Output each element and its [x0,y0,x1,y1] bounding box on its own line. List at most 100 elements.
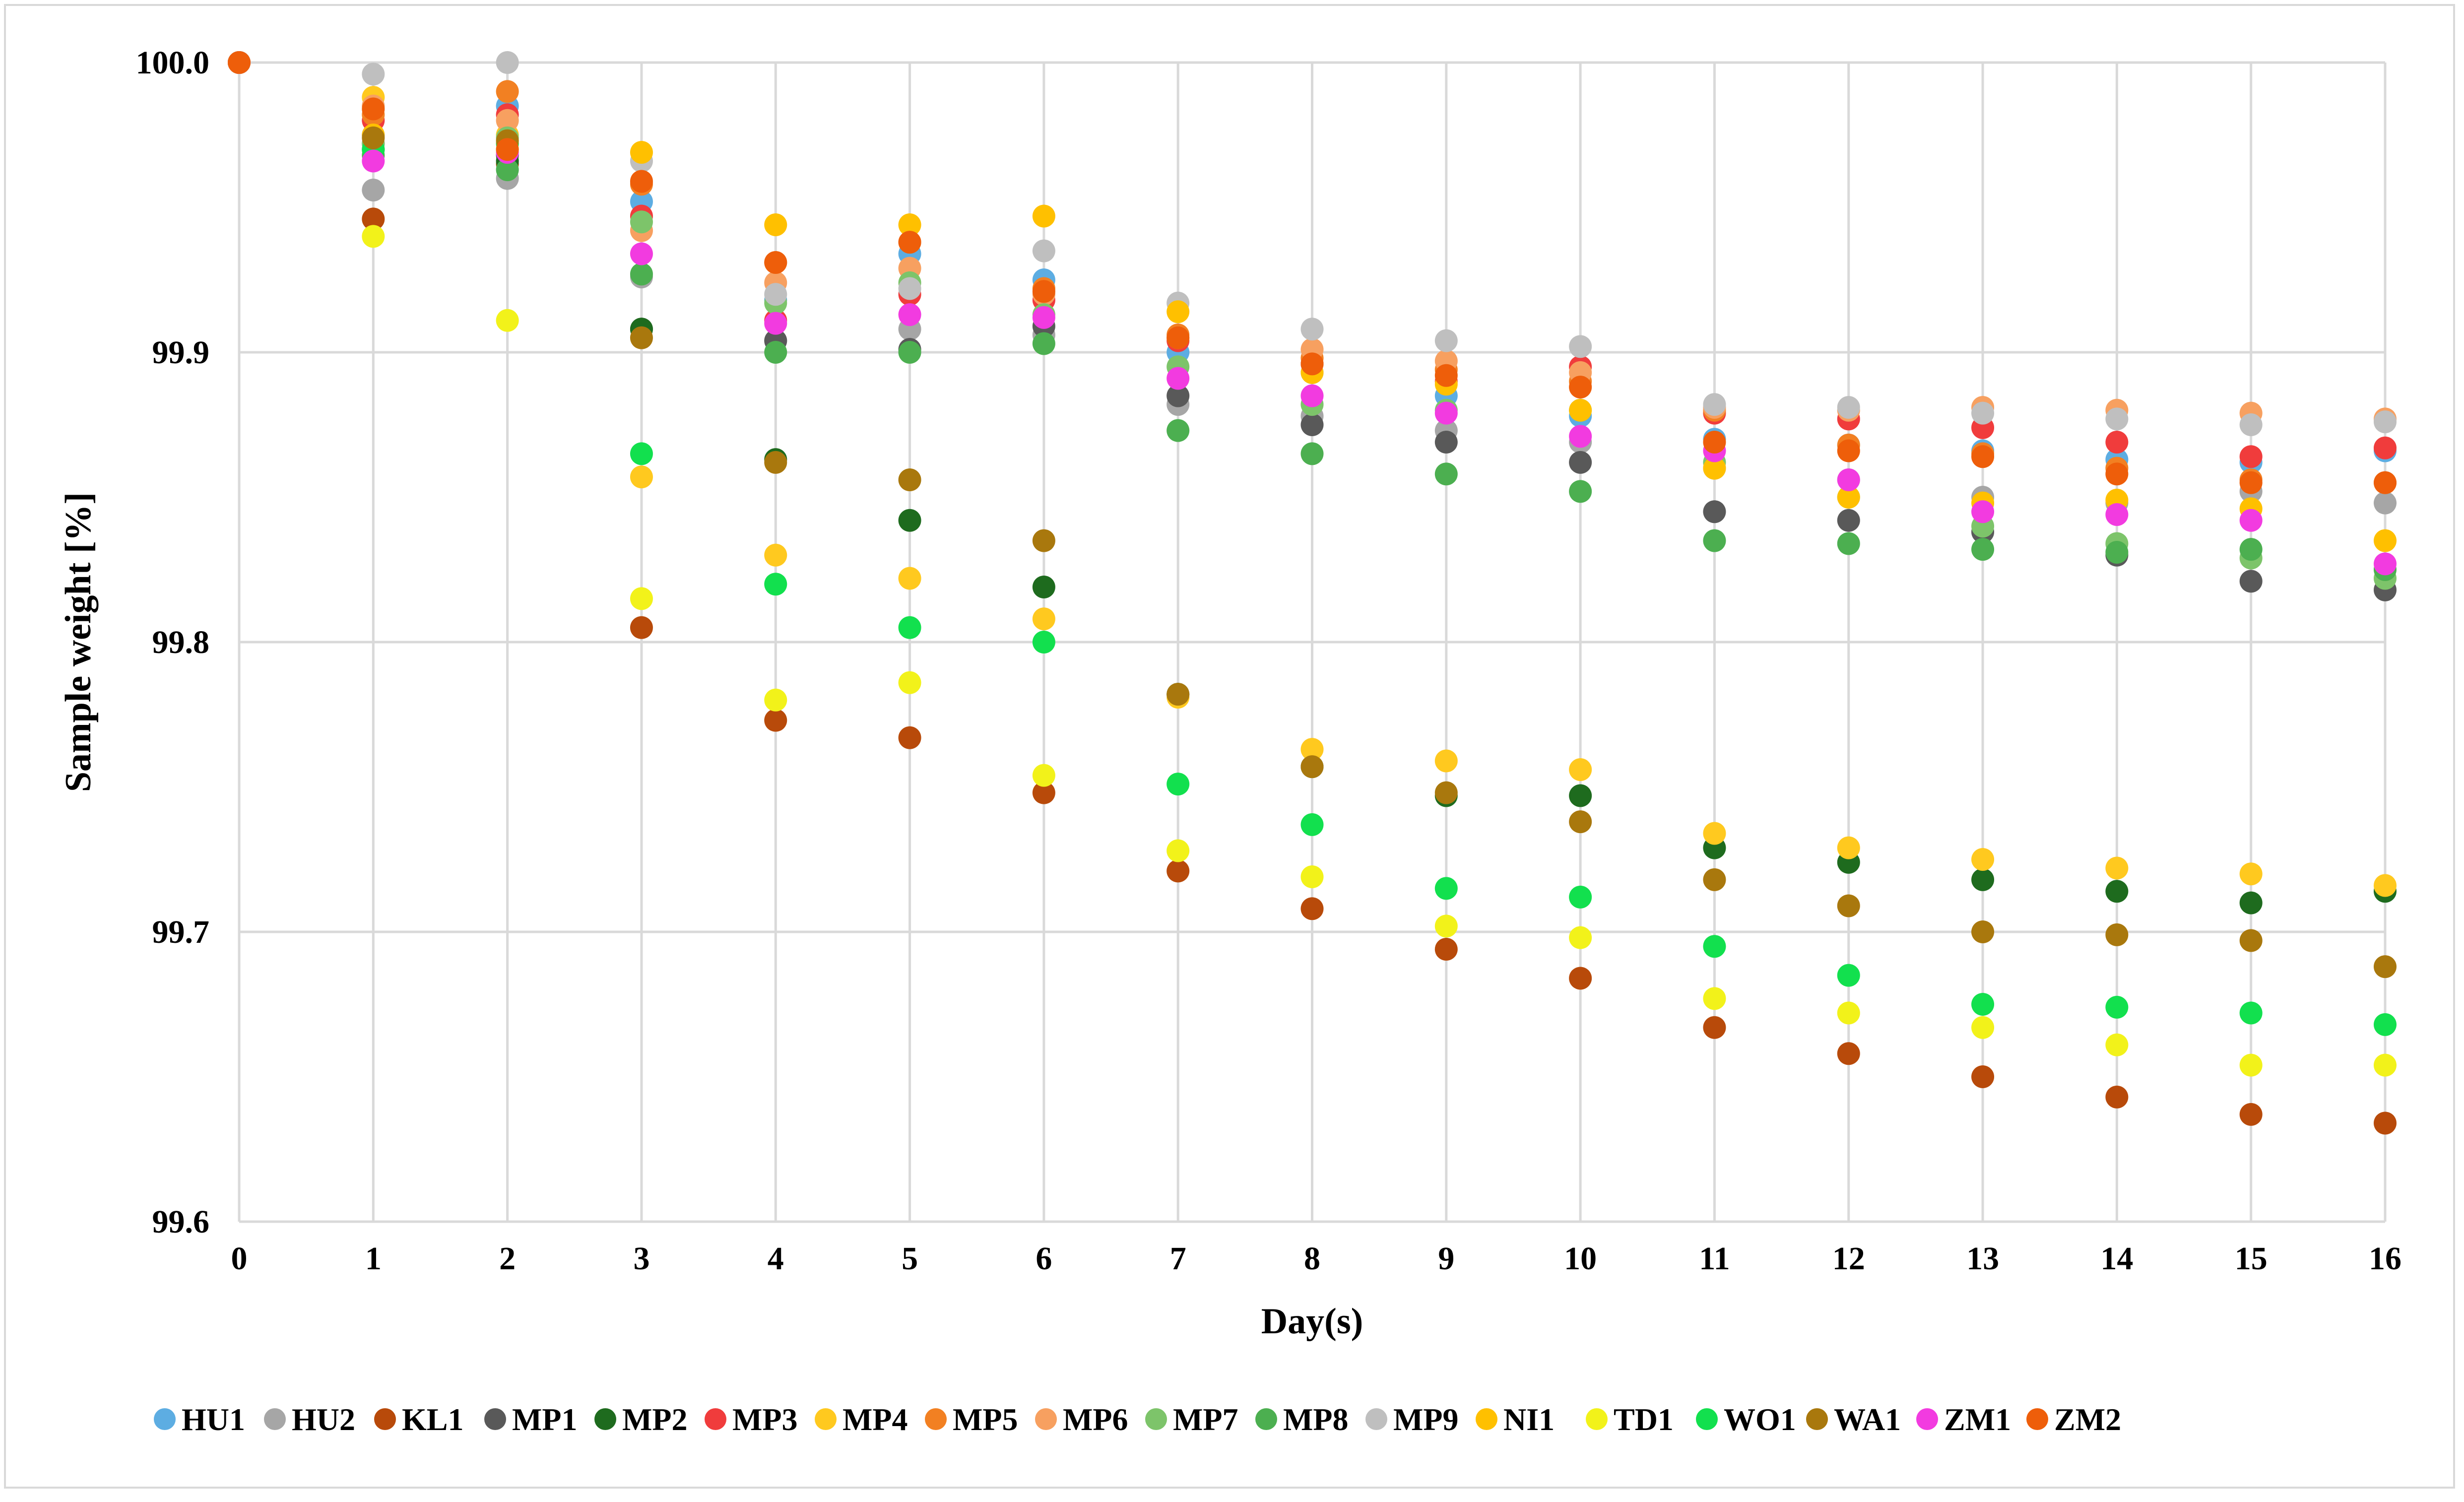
legend: HU1 HU2 KL1 MP1 MP2 MP3 MP4 MP5 MP6 MP7 MP8 MP9 NI1 T… [154,1402,2121,1437]
point-WA1-day-6 [1032,529,1055,552]
y-axis-title: Sample weight [%] [58,492,99,792]
point-ZM1-day-10 [1569,425,1592,448]
legend-label: TD1 [1614,1402,1674,1437]
point-NI1-day-11 [1703,457,1726,480]
legend-item-WO1: WO1 [1696,1402,1796,1437]
point-MP2-day-14 [2105,880,2129,903]
x-tick-label: 0 [231,1241,248,1277]
x-tick-label: 2 [499,1241,516,1277]
gridlines [238,61,2387,1223]
legend-marker [1586,1408,1608,1430]
point-WA1-day-3 [630,326,653,349]
x-tick-label: 4 [768,1241,784,1277]
x-tick-label: 9 [1438,1241,1454,1277]
point-ZM2-day-12 [1837,439,1860,462]
point-WA1-day-7 [1167,683,1190,706]
point-HU2-day-16 [2374,491,2397,515]
point-MP8-day-5 [898,341,921,364]
y-tick-label: 99.6 [152,1204,210,1240]
legend-marker [374,1408,396,1430]
point-TD1-day-5 [898,671,921,694]
y-tick-label: 99.7 [152,914,210,950]
point-MP8-day-12 [1837,532,1860,555]
point-MP2-day-13 [1971,868,1995,891]
point-MP3-day-14 [2105,431,2129,454]
legend-item-MP7: MP7 [1145,1402,1238,1437]
y-tick-label: 99.8 [152,624,210,660]
x-tick-label: 11 [1699,1241,1730,1277]
point-KL1-day-14 [2105,1085,2129,1109]
point-WO1-day-16 [2374,1013,2397,1036]
legend-marker [1365,1408,1387,1430]
point-TD1-day-15 [2239,1053,2263,1077]
point-MP4-day-11 [1703,822,1726,845]
point-ZM2-day-3 [630,170,653,193]
point-MP9-day-5 [898,277,921,300]
point-ZM2-day-8 [1300,352,1324,376]
point-NI1-day-10 [1569,398,1592,422]
point-NI1-day-7 [1167,300,1190,324]
point-MP9-day-10 [1569,335,1592,358]
x-tick-label: 8 [1304,1241,1320,1277]
legend-item-ZM2: ZM2 [2026,1402,2121,1437]
point-NI1-day-16 [2374,529,2397,552]
point-MP1-day-10 [1569,451,1592,474]
point-MP9-day-4 [764,283,787,306]
point-WA1-day-9 [1434,781,1458,804]
legend-marker [2026,1408,2048,1430]
point-ZM1-day-15 [2239,509,2263,532]
point-MP9-day-8 [1300,318,1324,341]
point-WO1-day-8 [1300,813,1324,836]
point-MP4-day-3 [630,465,653,489]
x-tick-label: 13 [1966,1241,1999,1277]
legend-marker [1696,1408,1718,1430]
legend-label: MP2 [622,1402,688,1437]
point-ZM1-day-3 [630,242,653,265]
data-points [228,51,2397,1135]
legend-label: WO1 [1724,1402,1796,1437]
legend-item-KL1: KL1 [374,1402,463,1437]
point-MP4-day-13 [1971,848,1995,871]
legend-marker [1476,1408,1497,1430]
point-MP1-day-15 [2239,570,2263,593]
point-WO1-day-12 [1837,964,1860,987]
legend-item-MP8: MP8 [1255,1402,1349,1437]
legend-label: NI1 [1503,1402,1555,1437]
point-ZM2-day-0 [228,51,251,74]
point-ZM1-day-12 [1837,468,1860,491]
point-WO1-day-13 [1971,993,1995,1016]
point-ZM2-day-15 [2239,471,2263,494]
y-tick-label: 99.9 [152,334,210,371]
point-MP8-day-15 [2239,538,2263,561]
point-ZM2-day-11 [1703,431,1726,454]
x-tick-labels: 0 1 2 3 4 5 6 7 8 9 10 11 12 13 14 15 16 [231,1241,2402,1277]
point-NI1-day-4 [764,213,787,237]
point-ZM1-day-5 [898,303,921,327]
point-ZM1-day-14 [2105,503,2129,526]
point-MP1-day-12 [1837,509,1860,532]
point-MP2-day-15 [2239,891,2263,914]
point-WO1-day-11 [1703,935,1726,958]
point-MP8-day-3 [630,262,653,286]
point-MP8-day-11 [1703,529,1726,552]
x-tick-label: 5 [902,1241,918,1277]
point-KL1-day-8 [1300,897,1324,920]
point-MP4-day-5 [898,567,921,590]
point-KL1-day-10 [1569,967,1592,990]
point-KL1-day-13 [1971,1065,1995,1088]
point-TD1-day-13 [1971,1016,1995,1039]
point-ZM2-day-10 [1569,376,1592,399]
point-WA1-day-13 [1971,920,1995,943]
point-WO1-day-15 [2239,1001,2263,1025]
point-TD1-day-1 [362,225,385,248]
point-TD1-day-14 [2105,1033,2129,1056]
series-ZM2 [228,51,2397,494]
point-ZM2-day-2 [496,138,519,161]
legend-item-TD1: TD1 [1586,1402,1674,1437]
point-WO1-day-5 [898,616,921,639]
legend-marker [1255,1408,1277,1430]
point-ZM1-day-1 [362,149,385,173]
legend-marker [1145,1408,1167,1430]
point-WA1-day-15 [2239,929,2263,952]
point-ZM1-day-6 [1032,306,1055,329]
